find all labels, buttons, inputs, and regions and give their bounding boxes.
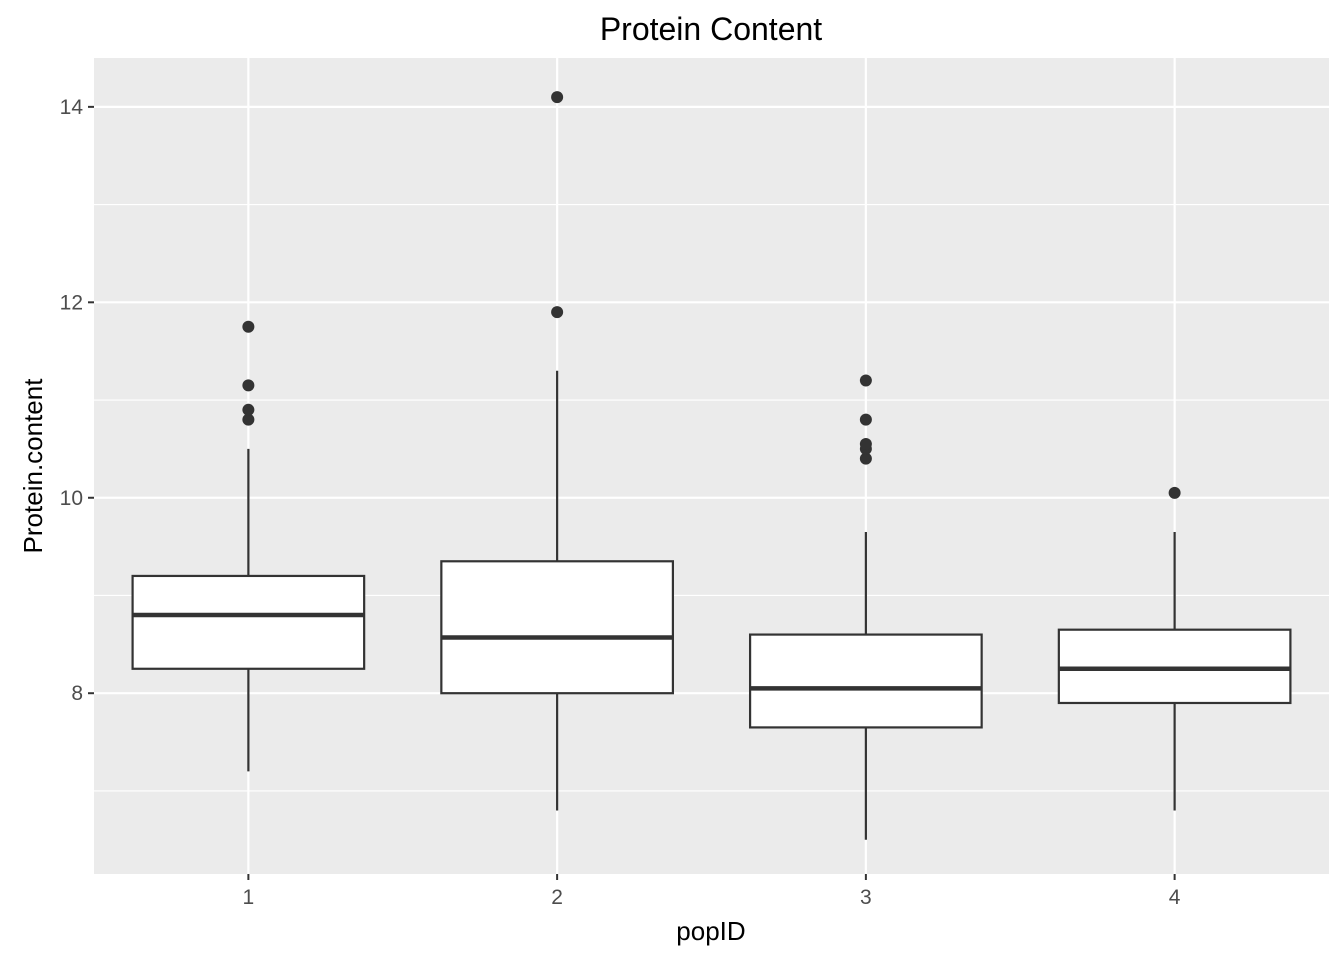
outlier-point <box>242 379 255 392</box>
x-tick-label: 1 <box>243 886 255 909</box>
x-axis-title: popID <box>676 916 745 946</box>
box-iqr <box>440 560 675 695</box>
box-iqr <box>1057 628 1292 705</box>
plot-panel <box>94 58 1329 874</box>
y-tick-label: 12 <box>60 291 83 314</box>
y-tick-label: 10 <box>60 487 83 510</box>
box-group-3 <box>748 374 983 840</box>
outlier-point <box>551 91 564 104</box>
box-group-1 <box>131 320 366 772</box>
box-group-2 <box>440 91 675 811</box>
box-marks <box>131 91 1292 840</box>
box-iqr <box>131 574 366 670</box>
box-iqr <box>748 633 983 729</box>
outlier-point <box>859 452 872 465</box>
box-group-4 <box>1057 486 1292 811</box>
x-tick-label: 2 <box>551 886 563 909</box>
outlier-point <box>859 374 872 387</box>
outlier-point <box>859 438 872 451</box>
y-axis-title: Protein.content <box>18 378 48 554</box>
x-tick-label: 4 <box>1169 886 1181 909</box>
outlier-point <box>242 413 255 426</box>
y-tick-label: 14 <box>60 96 84 119</box>
chart-title: Protein Content <box>600 11 822 47</box>
y-tick-label: 8 <box>71 682 83 705</box>
outlier-point <box>1168 486 1181 499</box>
outlier-point <box>551 306 564 319</box>
outlier-point <box>242 320 255 333</box>
x-tick-label: 3 <box>860 886 872 909</box>
outlier-point <box>242 403 255 416</box>
outlier-point <box>859 413 872 426</box>
